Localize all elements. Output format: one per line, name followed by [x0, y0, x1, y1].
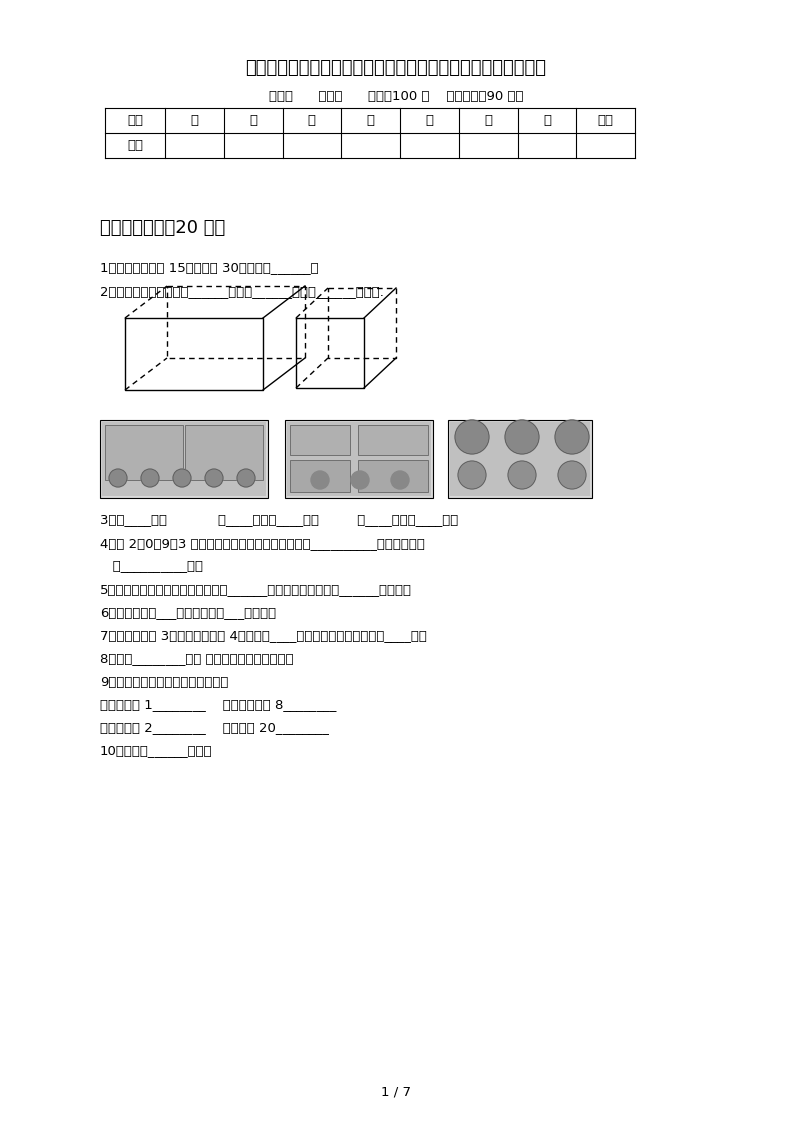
Bar: [450, 422, 590, 496]
Circle shape: [505, 420, 539, 454]
Bar: [358, 460, 428, 493]
Circle shape: [351, 471, 369, 489]
Bar: [290, 460, 350, 493]
Text: 班级：      姓名：      满分：100 分    考试时间：90 分钟: 班级： 姓名： 满分：100 分 考试时间：90 分钟: [269, 90, 523, 102]
Circle shape: [508, 461, 536, 489]
Circle shape: [391, 471, 409, 489]
Text: 7、一个因数是 3，另一个因数是 4，积是（____），计算时用的口诀是（____）。: 7、一个因数是 3，另一个因数是 4，积是（____），计算时用的口诀是（___…: [100, 629, 427, 643]
Circle shape: [205, 469, 223, 487]
Text: 七: 七: [543, 114, 551, 127]
Bar: [358, 425, 428, 456]
Bar: [185, 425, 263, 480]
Text: 得分: 得分: [127, 139, 143, 151]
Bar: [100, 420, 268, 498]
Bar: [287, 422, 431, 496]
Circle shape: [458, 461, 486, 489]
Text: 8、是由________个和 一样大的三角形组成的。: 8、是由________个和 一样大的三角形组成的。: [100, 653, 293, 665]
Text: 总分: 总分: [598, 114, 614, 127]
Text: 3、（____）元            （____）元（____）角         （____）元（____）角: 3、（____）元 （____）元（____）角 （____）元（____）角: [100, 514, 458, 526]
Circle shape: [109, 469, 127, 487]
Text: 四: 四: [366, 114, 374, 127]
Bar: [285, 420, 433, 498]
Text: 手指宽约是 1________    一棵大树高约 8________: 手指宽约是 1________ 一棵大树高约 8________: [100, 699, 336, 711]
Text: 部编人教版二年级数学下册第三次月考试卷及答案（学生专用）: 部编人教版二年级数学下册第三次月考试卷及答案（学生专用）: [246, 59, 546, 77]
Circle shape: [237, 469, 255, 487]
Text: 10、图中有______个角。: 10、图中有______个角。: [100, 745, 213, 757]
Circle shape: [555, 420, 589, 454]
Bar: [105, 425, 183, 480]
Text: 二: 二: [249, 114, 257, 127]
Text: 六: 六: [484, 114, 492, 127]
Circle shape: [173, 469, 191, 487]
Text: 1、甲数比乙数少 15，乙数是 30，甲数是______。: 1、甲数比乙数少 15，乙数是 30，甲数是______。: [100, 261, 319, 275]
Bar: [448, 420, 592, 498]
Text: 1 / 7: 1 / 7: [381, 1085, 411, 1098]
Text: 2、长方体和正方体都有______个面，______条棱，______个顶点.: 2、长方体和正方体都有______个面，______条棱，______个顶点.: [100, 285, 384, 298]
Text: 一、填空题。（20 分）: 一、填空题。（20 分）: [100, 219, 225, 237]
Circle shape: [311, 471, 329, 489]
Text: 五: 五: [425, 114, 434, 127]
Text: （__________）。: （__________）。: [100, 560, 203, 572]
Text: 一: 一: [190, 114, 198, 127]
Text: 教室的门高 2________    铅笔长约 20________: 教室的门高 2________ 铅笔长约 20________: [100, 721, 329, 735]
Text: 题序: 题序: [127, 114, 143, 127]
Text: 三: 三: [308, 114, 316, 127]
Bar: [290, 425, 350, 456]
Text: 4、用 2、0、9、3 组成一个四位数，其中最大的数（__________），最小的是: 4、用 2、0、9、3 组成一个四位数，其中最大的数（__________），最…: [100, 537, 425, 551]
Text: 6、一个角有（___）个顶点，（___）条边。: 6、一个角有（___）个顶点，（___）条边。: [100, 607, 276, 619]
Circle shape: [455, 420, 489, 454]
Text: 5、三位数除以一位数，商可能是（______）位数，也可能是（______）位数。: 5、三位数除以一位数，商可能是（______）位数，也可能是（______）位数…: [100, 583, 412, 597]
Circle shape: [558, 461, 586, 489]
Text: 9、在括号里填上合适的长度单位。: 9、在括号里填上合适的长度单位。: [100, 675, 228, 689]
Circle shape: [141, 469, 159, 487]
Bar: [102, 422, 266, 496]
